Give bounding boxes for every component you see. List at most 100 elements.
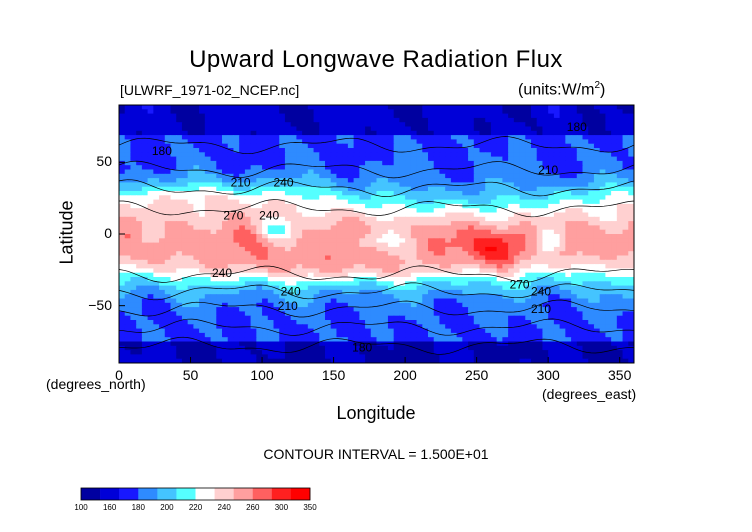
field-cell bbox=[548, 165, 555, 171]
field-cell bbox=[622, 246, 629, 252]
field-cell bbox=[187, 242, 194, 248]
field-cell bbox=[485, 255, 492, 261]
field-cell bbox=[307, 139, 315, 145]
field-cell bbox=[450, 178, 458, 183]
field-cell bbox=[319, 315, 326, 321]
field-cell bbox=[508, 328, 515, 334]
field-cell bbox=[233, 259, 240, 265]
field-cell bbox=[628, 169, 634, 175]
field-cell bbox=[582, 148, 589, 153]
field-cell bbox=[433, 251, 441, 257]
field-cell bbox=[496, 199, 503, 205]
field-cell bbox=[576, 238, 584, 244]
field-cell bbox=[336, 216, 343, 222]
field-cell bbox=[319, 281, 326, 287]
field-cell bbox=[450, 212, 458, 218]
field-cell bbox=[593, 173, 601, 179]
field-cell bbox=[382, 302, 389, 308]
field-cell bbox=[445, 285, 452, 291]
field-cell bbox=[159, 298, 166, 304]
field-cell bbox=[531, 160, 538, 166]
field-cell bbox=[485, 105, 492, 110]
field-cell bbox=[599, 259, 606, 265]
field-cell bbox=[576, 251, 584, 257]
field-cell bbox=[193, 246, 200, 252]
field-cell bbox=[462, 264, 469, 269]
field-cell bbox=[456, 199, 463, 205]
field-cell bbox=[193, 105, 200, 110]
field-cell bbox=[622, 173, 629, 179]
field-cell bbox=[473, 216, 481, 222]
field-cell bbox=[428, 152, 435, 158]
field-cell bbox=[336, 122, 343, 128]
field-cell bbox=[164, 255, 172, 261]
field-cell bbox=[496, 294, 503, 300]
field-cell bbox=[296, 178, 303, 183]
field-cell bbox=[353, 328, 360, 334]
field-cell bbox=[422, 281, 429, 287]
field-cell bbox=[382, 130, 389, 136]
field-cell bbox=[313, 130, 320, 136]
field-cell bbox=[244, 148, 252, 153]
field-cell bbox=[422, 135, 429, 140]
field-cell bbox=[553, 160, 561, 166]
field-cell bbox=[439, 152, 446, 158]
field-cell bbox=[170, 298, 177, 304]
field-cell bbox=[141, 203, 149, 209]
field-cell bbox=[548, 302, 555, 308]
field-cell bbox=[473, 242, 481, 248]
field-cell bbox=[147, 320, 154, 325]
field-cell bbox=[599, 281, 606, 287]
field-cell bbox=[347, 216, 355, 222]
field-cell bbox=[611, 191, 618, 196]
field-cell bbox=[233, 105, 240, 110]
field-cell bbox=[153, 225, 160, 231]
field-cell bbox=[553, 221, 561, 226]
field-cell bbox=[450, 337, 458, 343]
field-cell bbox=[353, 199, 360, 205]
field-cell bbox=[622, 277, 629, 282]
field-cell bbox=[119, 216, 126, 222]
field-cell bbox=[468, 298, 475, 304]
field-cell bbox=[365, 186, 372, 192]
field-cell bbox=[387, 225, 395, 231]
field-cell bbox=[124, 195, 132, 201]
field-cell bbox=[199, 255, 206, 261]
field-cell bbox=[548, 311, 555, 317]
field-cell bbox=[559, 238, 566, 244]
field-cell bbox=[496, 264, 503, 269]
field-cell bbox=[571, 173, 578, 179]
field-cell bbox=[508, 191, 515, 196]
field-cell bbox=[233, 246, 240, 252]
field-cell bbox=[365, 302, 372, 308]
field-cell bbox=[405, 212, 412, 218]
field-cell bbox=[370, 324, 378, 330]
field-cell bbox=[319, 186, 326, 192]
field-cell bbox=[267, 186, 275, 192]
field-cell bbox=[508, 122, 515, 128]
field-cell bbox=[124, 169, 132, 175]
field-cell bbox=[222, 234, 229, 239]
field-cell bbox=[273, 315, 280, 321]
field-cell bbox=[508, 229, 515, 235]
field-cell bbox=[359, 139, 366, 145]
field-cell bbox=[599, 139, 606, 145]
field-cell bbox=[336, 203, 343, 209]
field-cell bbox=[382, 203, 389, 209]
field-cell bbox=[330, 337, 338, 343]
field-cell bbox=[502, 332, 509, 338]
field-cell bbox=[136, 298, 143, 304]
field-cell bbox=[473, 221, 481, 226]
field-cell bbox=[210, 221, 217, 226]
field-cell bbox=[159, 251, 166, 257]
field-cell bbox=[313, 105, 320, 110]
field-cell bbox=[296, 251, 303, 257]
field-cell bbox=[365, 182, 372, 188]
field-cell bbox=[159, 272, 166, 278]
field-cell bbox=[428, 178, 435, 183]
field-cell bbox=[273, 259, 280, 265]
field-cell bbox=[439, 311, 446, 317]
field-cell bbox=[319, 225, 326, 231]
field-cell bbox=[536, 311, 544, 317]
field-cell bbox=[273, 238, 280, 244]
